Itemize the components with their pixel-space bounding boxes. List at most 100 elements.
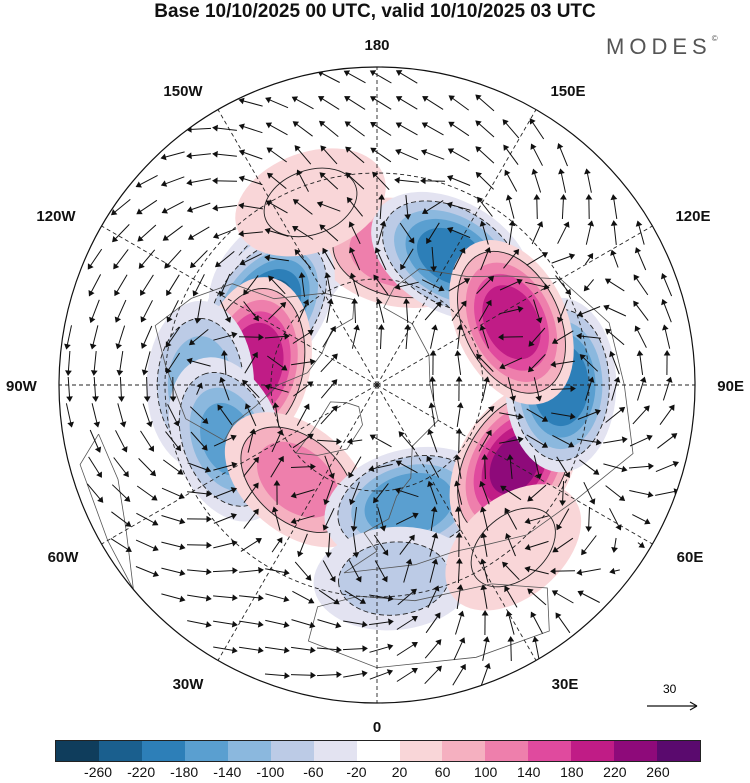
wind-arrow xyxy=(610,194,618,219)
wind-arrow xyxy=(169,376,177,402)
wind-arrow xyxy=(479,480,490,505)
wind-arrow xyxy=(88,456,102,478)
colorbar-segment xyxy=(571,741,615,761)
meridian-line xyxy=(376,384,537,661)
wind-arrow xyxy=(394,176,419,184)
wind-arrow xyxy=(527,588,547,606)
wind-arrow xyxy=(499,278,523,291)
wind-arrow xyxy=(164,249,182,269)
wind-arrow xyxy=(403,558,413,583)
wind-arrow xyxy=(428,402,436,427)
wind-arrow xyxy=(585,506,593,532)
wind-arrow xyxy=(166,300,179,323)
wind-arrow xyxy=(212,177,238,185)
wind-arrow xyxy=(628,462,654,470)
wind-arrow xyxy=(161,200,184,214)
wind-arrow xyxy=(268,301,287,320)
wind-arrow xyxy=(453,247,466,270)
wind-arrow xyxy=(555,275,572,296)
wind-arrow xyxy=(551,330,574,344)
wind-arrow xyxy=(244,351,258,374)
wind-arrow xyxy=(475,406,495,424)
colorbar-segment xyxy=(227,741,271,761)
wind-arrow xyxy=(166,274,180,297)
modes-logo: MODES© xyxy=(606,34,718,60)
wind-arrow xyxy=(369,434,392,448)
wind-arrow xyxy=(429,350,437,376)
colorbar-tick-label: -260 xyxy=(84,764,113,780)
wind-arrow xyxy=(370,147,392,163)
wind-arrow xyxy=(508,220,516,245)
wind-arrow xyxy=(239,594,264,602)
wind-arrow xyxy=(213,646,238,654)
wind-arrow xyxy=(584,168,592,193)
wind-arrow xyxy=(395,512,419,525)
wind-arrow xyxy=(479,324,490,349)
wind-arrow xyxy=(136,199,158,215)
wind-arrow xyxy=(633,274,649,296)
wind-arrow xyxy=(265,568,290,576)
wind-arrow xyxy=(243,508,259,529)
wind-arrow xyxy=(247,428,257,453)
wind-arrow xyxy=(529,118,545,140)
wind-arrow xyxy=(633,300,649,321)
meridian-line xyxy=(217,109,378,386)
wind-arrow xyxy=(291,619,316,629)
wind-arrow xyxy=(506,454,514,479)
wind-arrow xyxy=(167,404,180,427)
map-boundary xyxy=(58,66,696,704)
colorbar-segment xyxy=(356,741,400,761)
wind-arrow xyxy=(504,169,518,192)
wind-arrow xyxy=(316,201,341,212)
wind-arrow xyxy=(264,227,289,237)
colorbar-tick-label: -60 xyxy=(303,764,324,780)
wind-arrow xyxy=(372,171,390,191)
wind-arrow xyxy=(533,377,542,402)
wind-arrow xyxy=(238,149,263,160)
wind-arrow xyxy=(500,485,522,501)
meridian-line xyxy=(101,384,378,545)
wind-arrow xyxy=(403,298,410,324)
wind-arrow xyxy=(273,480,281,506)
wind-arrow xyxy=(344,121,365,137)
wind-arrow xyxy=(292,329,314,344)
wind-arrow xyxy=(476,353,494,372)
wind-arrow xyxy=(194,299,202,324)
wind-arrow xyxy=(557,221,570,244)
wind-arrow xyxy=(605,485,626,501)
wind-arrow xyxy=(65,403,74,428)
wind-arrow xyxy=(456,402,464,427)
wind-arrow xyxy=(480,662,491,687)
wind-arrow xyxy=(294,145,312,165)
meridian-line xyxy=(101,225,378,386)
wind-arrow xyxy=(265,96,289,109)
wind-arrow xyxy=(399,534,415,555)
anomaly-field xyxy=(146,148,617,631)
wind-arrow xyxy=(212,124,237,132)
wind-arrow xyxy=(504,585,518,608)
wind-arrow xyxy=(663,350,671,376)
wind-arrow xyxy=(325,532,332,558)
wind-arrow xyxy=(296,169,309,192)
wind-arrow xyxy=(369,669,394,680)
colorbar-tick-label: 140 xyxy=(517,764,541,780)
wind-arrow xyxy=(421,122,444,136)
wind-arrow xyxy=(292,199,313,215)
wind-arrow xyxy=(160,176,185,187)
wind-arrow xyxy=(343,620,368,628)
wind-arrow xyxy=(400,248,414,271)
wind-arrow xyxy=(475,120,495,138)
colorbar-tick-label: 20 xyxy=(391,764,408,780)
wind-arrow xyxy=(505,610,515,635)
wind-arrow xyxy=(192,274,205,297)
wind-arrow xyxy=(140,274,154,296)
label-90w: 90W xyxy=(6,378,38,395)
colorbar-tick-label: -180 xyxy=(170,764,199,780)
wind-arrow xyxy=(430,246,437,272)
wind-arrow xyxy=(661,298,672,323)
wind-arrow xyxy=(297,299,310,323)
wind-arrow xyxy=(396,668,418,682)
wind-arrow xyxy=(187,490,212,498)
wind-arrow xyxy=(531,221,544,245)
wind-arrow xyxy=(528,327,546,347)
